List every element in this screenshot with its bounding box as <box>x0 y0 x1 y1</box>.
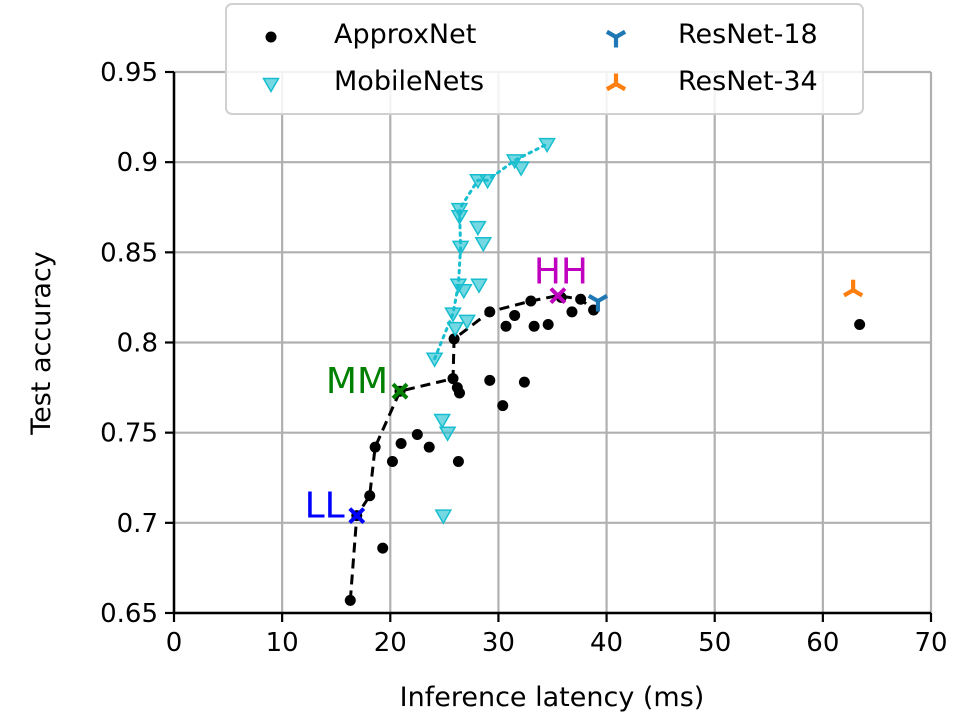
mobilenets-point <box>478 173 497 190</box>
annotations: LL MM HH <box>305 252 588 527</box>
ll-marker <box>348 507 366 525</box>
mobilenets-point <box>450 202 469 219</box>
legend-marker-mobilenets <box>262 77 280 94</box>
approxnet-point <box>484 306 496 318</box>
mm-marker <box>391 382 409 400</box>
data-points <box>344 137 866 606</box>
x-tick-label: 60 <box>806 628 839 658</box>
marker-arm <box>587 293 599 303</box>
x-axis-label: Inference latency (ms) <box>400 682 705 713</box>
hh-label: HH <box>534 252 588 293</box>
marker-arm <box>605 82 618 92</box>
legend-label-mobilenets: MobileNets <box>334 66 484 97</box>
legend-marker-approxnet <box>265 31 277 43</box>
cross-stroke <box>391 382 409 400</box>
approxnet-point <box>518 376 530 388</box>
resnet-34-point <box>842 279 864 298</box>
ll-label: LL <box>305 486 345 527</box>
approxnet-point <box>453 387 465 399</box>
mobilenets-point <box>474 237 493 253</box>
mobilenets-point <box>434 509 453 525</box>
approxnet-point <box>386 456 398 468</box>
approxnet-point <box>369 441 381 453</box>
y-tick-label: 0.75 <box>100 419 158 449</box>
hh-marker <box>549 287 567 305</box>
mobilenets-point <box>444 307 462 323</box>
grid <box>172 70 933 615</box>
approxnet-point <box>484 374 496 386</box>
mobilenets-point <box>538 137 556 154</box>
mobilenets-point <box>451 240 470 256</box>
marker-arm <box>852 288 864 298</box>
approxnet-point <box>344 594 356 606</box>
approxnet-point <box>500 320 512 332</box>
mobilenets-point <box>458 314 476 330</box>
legend-label-resnet-34: ResNet-34 <box>678 66 818 97</box>
ticks: 0 10 20 30 40 50 60 70 0.65 0.7 0.75 0.8 0.85 0.9 0.95 <box>100 58 947 658</box>
x-tick-label: 0 <box>166 628 183 658</box>
approxnet-point <box>377 542 389 554</box>
approxnet-point <box>854 318 866 330</box>
y-tick-label: 0.65 <box>100 599 158 629</box>
approxnet-point <box>497 400 509 412</box>
x-tick-label: 30 <box>482 628 515 658</box>
legend-label-approxnet: ApproxNet <box>334 19 476 50</box>
mobilenets-point <box>425 352 444 368</box>
approxnet-point <box>447 373 459 385</box>
x-tick-label: 20 <box>374 628 407 658</box>
mobilenets-point <box>433 413 451 430</box>
approxnet-point <box>448 333 460 345</box>
approxnet-point <box>423 441 435 453</box>
mobilenets-point <box>512 161 530 177</box>
dashed-trend-line <box>348 294 595 601</box>
marker-arm <box>614 82 627 92</box>
legend-marker-resnet-18 <box>605 29 627 48</box>
approxnet-point <box>411 428 423 440</box>
marker-arm <box>842 288 855 298</box>
resnet-18-point <box>587 293 609 312</box>
cross-stroke <box>348 507 366 525</box>
approxnet-point <box>528 320 540 332</box>
mobilenets-point <box>438 426 457 442</box>
legend: ApproxNet MobileNets ResNet-18 ResNet-34 <box>225 3 864 115</box>
y-tick-label: 0.85 <box>100 238 158 268</box>
mm-label: MM <box>326 361 388 402</box>
cross-stroke <box>549 287 567 305</box>
legend-marker-resnet-34 <box>605 73 627 92</box>
approxnet-point <box>566 306 578 318</box>
approxnet-point <box>452 456 464 468</box>
legend-box <box>225 3 864 115</box>
mobilenets-point <box>470 278 488 294</box>
x-tick-label: 10 <box>266 628 299 658</box>
y-axis-label: Test accuracy <box>26 251 57 436</box>
mobilenets-point <box>446 321 464 338</box>
y-tick-label: 0.7 <box>117 509 158 539</box>
marker-arm <box>596 293 609 303</box>
x-tick-label: 40 <box>590 628 623 658</box>
approxnet-point <box>542 318 554 330</box>
y-tick-label: 0.9 <box>117 148 158 178</box>
approxnet-point <box>525 295 537 307</box>
approxnet-point <box>509 309 521 321</box>
approxnet-point <box>575 293 587 305</box>
mobilenets-point <box>455 283 473 300</box>
legend-label-resnet-18: ResNet-18 <box>678 19 818 50</box>
mobilenets-point <box>469 220 487 237</box>
marker-arm <box>614 29 627 39</box>
marker-arm <box>605 29 618 39</box>
x-tick-label: 70 <box>914 628 947 658</box>
y-tick-label: 0.8 <box>117 329 158 359</box>
approxnet-point <box>395 437 407 449</box>
y-tick-label: 0.95 <box>100 58 158 88</box>
x-tick-label: 50 <box>698 628 731 658</box>
approxnet-point <box>364 490 376 502</box>
